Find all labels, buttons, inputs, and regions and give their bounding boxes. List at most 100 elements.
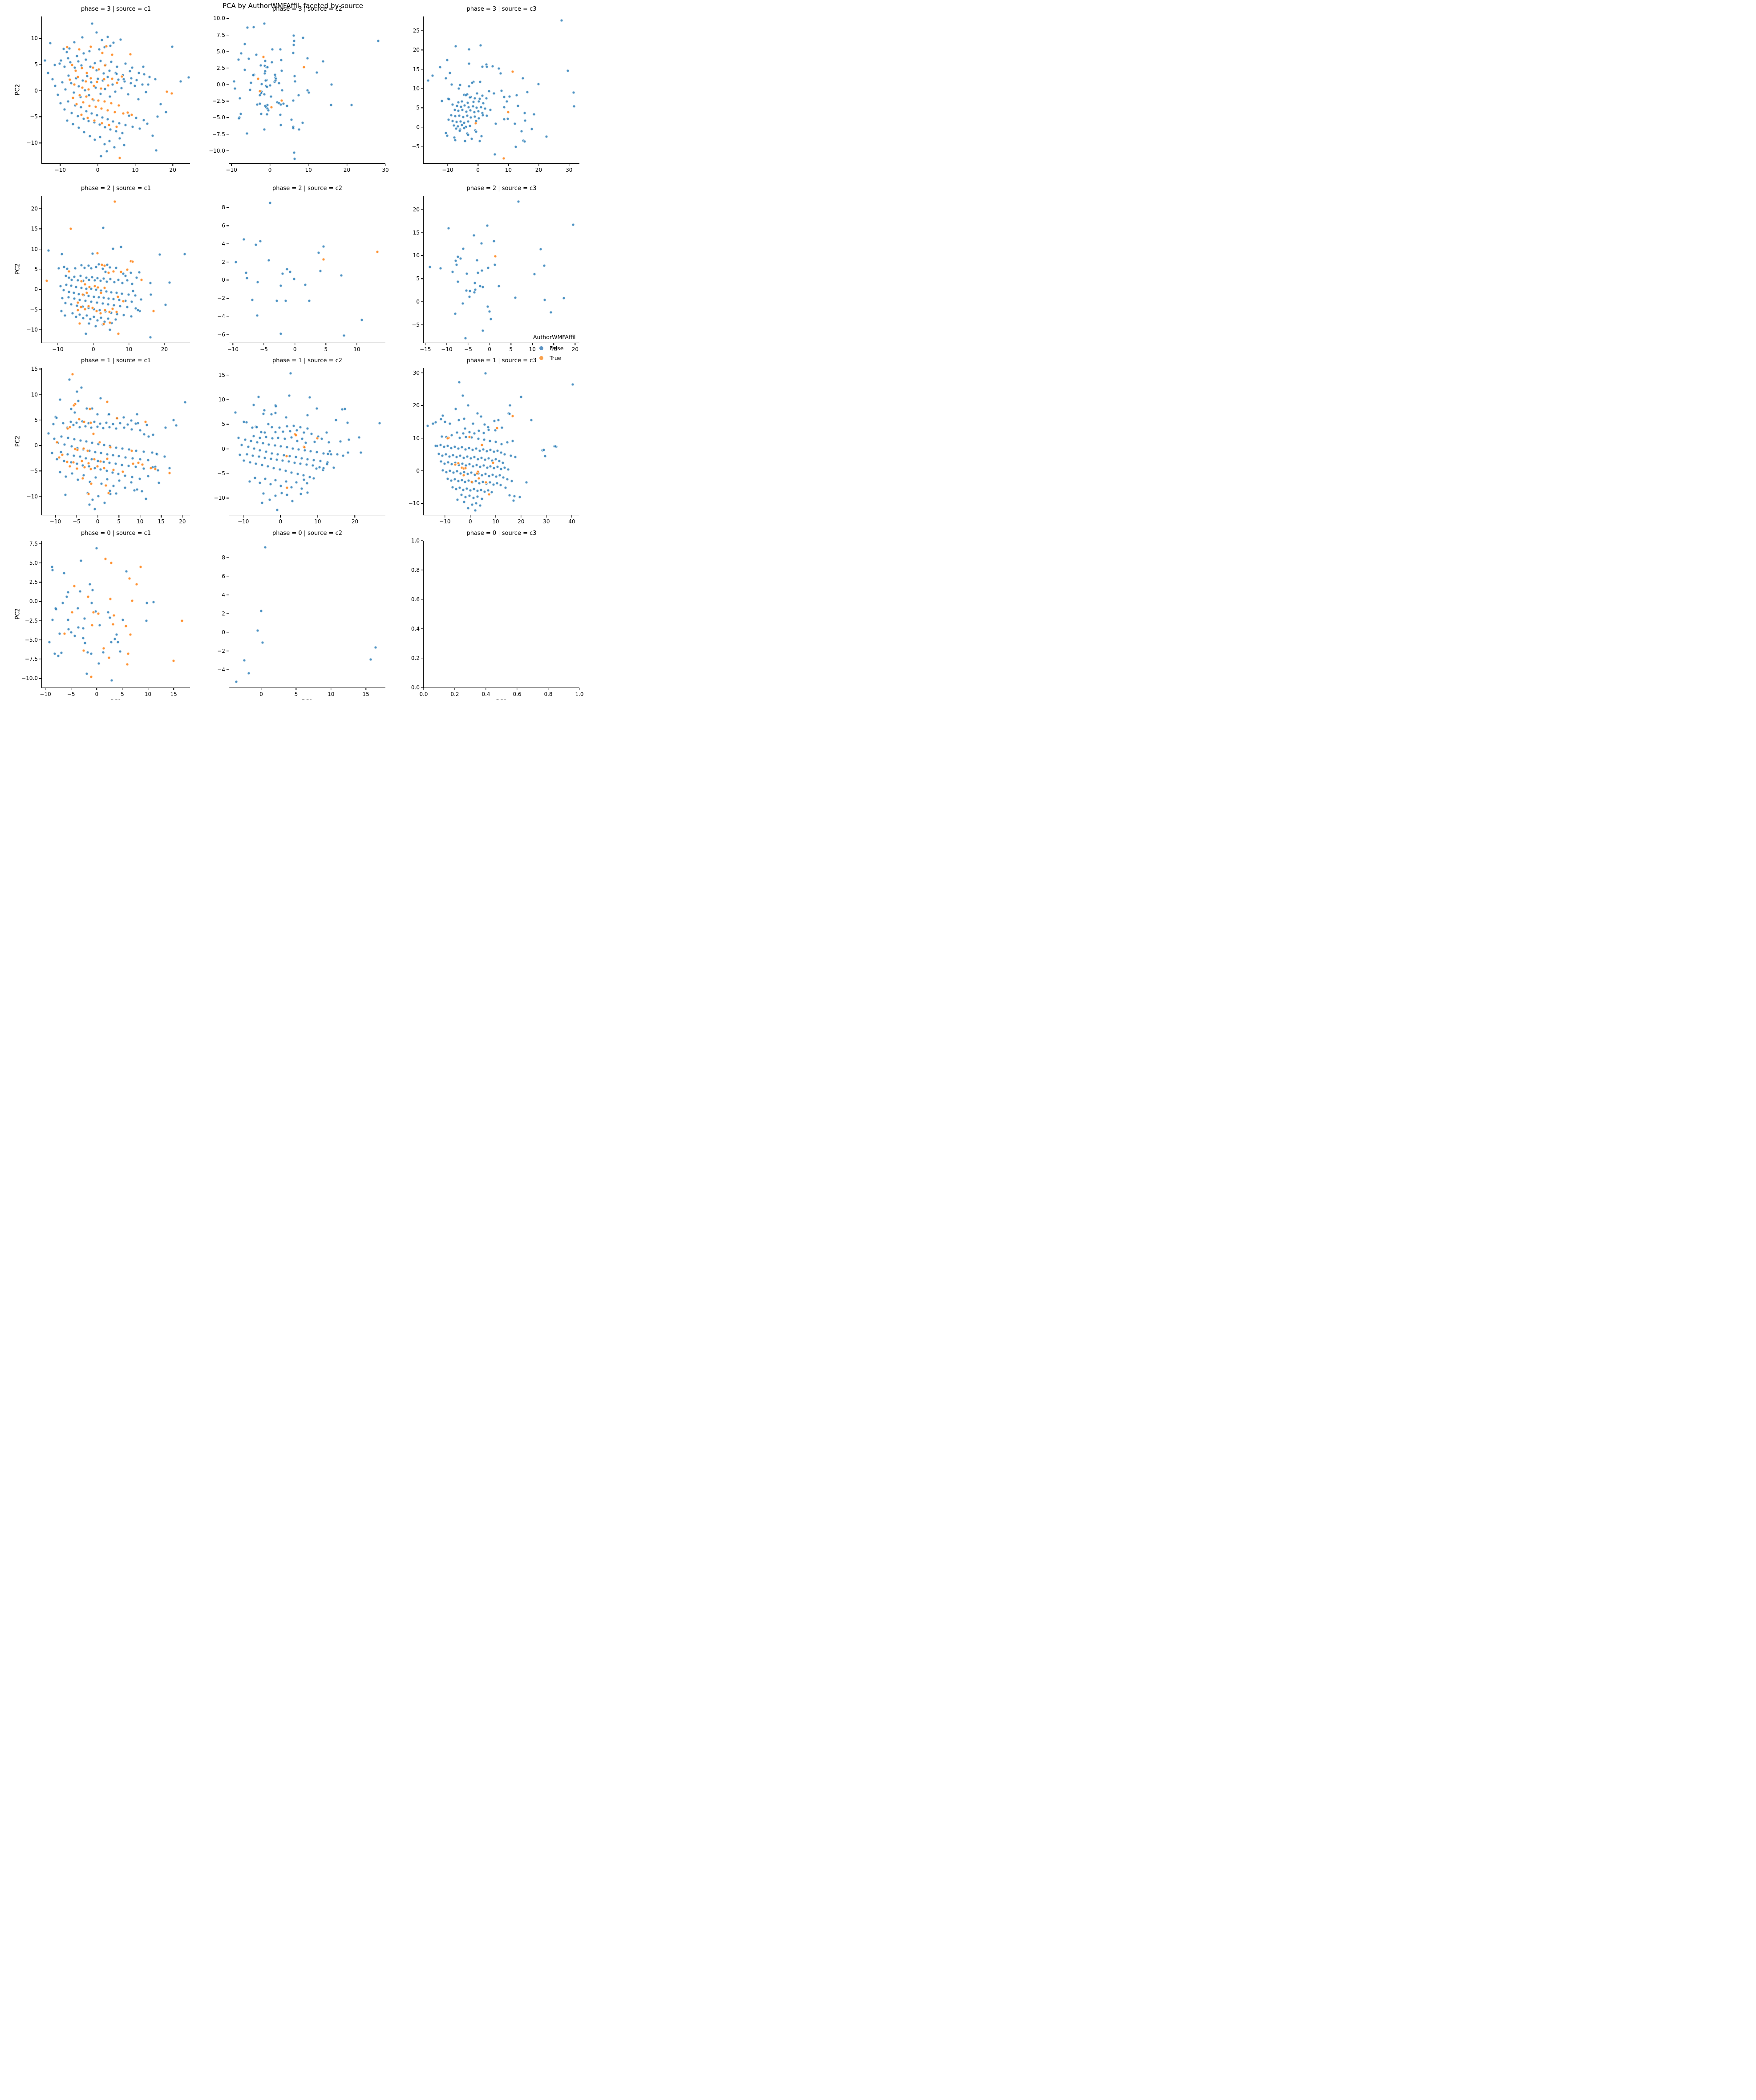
point-true bbox=[79, 305, 83, 309]
point-false bbox=[452, 124, 456, 127]
point-false bbox=[243, 659, 246, 662]
point-true bbox=[104, 484, 108, 487]
point-false bbox=[159, 102, 162, 106]
point-true bbox=[103, 64, 107, 67]
point-false bbox=[505, 100, 509, 103]
point-false bbox=[263, 72, 267, 75]
point-false bbox=[105, 453, 109, 456]
point-true bbox=[464, 466, 467, 470]
point-false bbox=[457, 101, 460, 104]
point-true bbox=[100, 107, 103, 110]
point-false bbox=[455, 104, 459, 108]
point-true bbox=[101, 51, 104, 55]
point-true bbox=[484, 481, 488, 484]
legend-item-true: True bbox=[533, 353, 575, 363]
point-false bbox=[71, 312, 74, 315]
point-false bbox=[513, 494, 516, 498]
point-false bbox=[163, 455, 166, 458]
point-false bbox=[122, 416, 125, 419]
point-false bbox=[501, 461, 505, 465]
point-true bbox=[93, 284, 97, 288]
point-false bbox=[319, 459, 322, 463]
point-true bbox=[80, 279, 83, 283]
point-false bbox=[245, 421, 248, 424]
x-tick-label: 0.2 bbox=[450, 691, 459, 697]
point-false bbox=[466, 120, 470, 123]
point-false bbox=[104, 270, 107, 274]
point-true bbox=[285, 454, 288, 458]
point-false bbox=[439, 443, 442, 447]
point-false bbox=[292, 39, 296, 43]
point-false bbox=[483, 107, 487, 110]
x-tick-label: 30 bbox=[543, 518, 550, 525]
point-true bbox=[78, 93, 81, 97]
point-false bbox=[141, 83, 144, 86]
point-false bbox=[457, 109, 460, 113]
point-false bbox=[263, 477, 267, 481]
point-true bbox=[109, 597, 112, 601]
point-false bbox=[117, 78, 120, 81]
y-tick-mark bbox=[39, 562, 41, 563]
point-true bbox=[303, 445, 306, 449]
point-false bbox=[460, 493, 463, 497]
point-false bbox=[486, 266, 490, 270]
point-true bbox=[105, 45, 108, 48]
point-false bbox=[479, 415, 483, 418]
y-tick-mark bbox=[421, 405, 423, 406]
point-false bbox=[474, 502, 478, 505]
point-false bbox=[61, 296, 64, 300]
point-false bbox=[478, 139, 481, 143]
y-tick-label: −10.0 bbox=[21, 675, 38, 682]
x-tick-mark bbox=[508, 164, 509, 166]
y-tick-label: −5 bbox=[217, 470, 225, 477]
point-false bbox=[260, 501, 264, 505]
point-false bbox=[443, 462, 446, 465]
point-false bbox=[463, 480, 467, 484]
point-false bbox=[453, 108, 457, 112]
point-false bbox=[93, 507, 97, 511]
point-false bbox=[81, 79, 85, 82]
point-false bbox=[448, 469, 452, 473]
point-false bbox=[284, 469, 287, 473]
point-false bbox=[447, 118, 450, 121]
point-false bbox=[99, 451, 103, 455]
x-tick-label: 10 bbox=[305, 167, 312, 173]
point-false bbox=[258, 436, 262, 440]
point-true bbox=[172, 659, 175, 663]
y-axis-label: PC2 bbox=[14, 435, 21, 447]
point-false bbox=[339, 440, 342, 443]
y-tick-mark bbox=[227, 243, 229, 244]
plot-area: −10 −5 0 5 10 15 7.5 5.0 2.5 0.0 −2.5 −5.0 −7.5 −10.0… bbox=[15, 541, 190, 700]
point-false bbox=[549, 311, 553, 314]
point-false bbox=[146, 458, 150, 462]
point-false bbox=[84, 332, 88, 336]
point-false bbox=[334, 418, 338, 422]
point-false bbox=[146, 474, 150, 478]
point-false bbox=[164, 110, 168, 114]
point-false bbox=[318, 465, 321, 469]
point-true bbox=[165, 90, 169, 93]
point-true bbox=[170, 92, 174, 95]
point-false bbox=[461, 302, 465, 305]
point-false bbox=[543, 298, 546, 302]
point-false bbox=[53, 652, 57, 655]
point-false bbox=[448, 71, 452, 75]
point-false bbox=[457, 447, 460, 450]
point-false bbox=[306, 57, 309, 60]
point-false bbox=[477, 437, 480, 441]
point-false bbox=[52, 422, 55, 426]
point-false bbox=[63, 65, 66, 69]
point-true bbox=[96, 286, 100, 289]
x-tick-label: 10 bbox=[314, 518, 321, 525]
point-false bbox=[480, 497, 484, 501]
point-false bbox=[78, 298, 81, 302]
point-false bbox=[75, 54, 79, 58]
point-false bbox=[444, 453, 448, 456]
point-false bbox=[293, 74, 296, 78]
point-false bbox=[480, 473, 484, 477]
subplot-phase0-c2: phase = 0 | source = c2 0 5 10 15 8 6 4 2 0 −2 −4 PC… bbox=[217, 530, 385, 700]
point-true bbox=[104, 557, 107, 561]
point-false bbox=[460, 445, 464, 449]
point-false bbox=[302, 478, 306, 482]
point-false bbox=[457, 380, 461, 384]
